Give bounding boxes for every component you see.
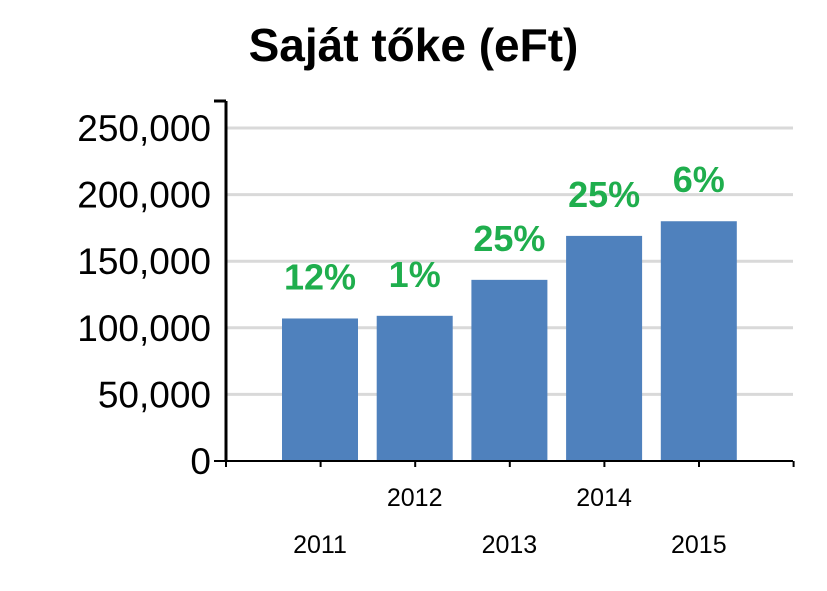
x-tick-label: 2014 — [576, 484, 632, 512]
y-tick-label: 250,000 — [77, 108, 211, 149]
y-tick-label: 200,000 — [77, 175, 211, 216]
bar-2013 — [471, 279, 548, 461]
y-tick-label: 50,000 — [98, 374, 211, 415]
y-tick-labels: 0 50,000 100,000 150,000 200,000 250,000 — [77, 108, 211, 482]
data-label: 25% — [568, 174, 640, 215]
x-tick-label: 2012 — [387, 484, 443, 512]
chart-title: Saját tőke (eFt) — [248, 19, 579, 71]
x-tick-labels: 2011 2012 2013 2014 2015 — [293, 484, 726, 559]
bar-2014 — [566, 235, 643, 461]
data-labels: 12% 1% 25% 25% 6% — [284, 159, 725, 297]
y-tick-label: 150,000 — [77, 241, 211, 282]
x-tick-label: 2015 — [671, 531, 727, 559]
bar-2015 — [660, 221, 737, 461]
bar-2011 — [282, 318, 358, 461]
data-label: 6% — [673, 159, 725, 200]
y-tick-label: 100,000 — [77, 308, 211, 349]
data-label: 12% — [284, 256, 356, 297]
bar-2012 — [376, 315, 453, 461]
bars — [282, 221, 737, 461]
data-label: 1% — [389, 254, 441, 295]
x-tick-label: 2013 — [482, 531, 538, 559]
y-tick-label: 0 — [190, 441, 211, 482]
data-label: 25% — [473, 218, 545, 259]
axes — [214, 99, 795, 467]
x-tick-label: 2011 — [293, 531, 347, 559]
